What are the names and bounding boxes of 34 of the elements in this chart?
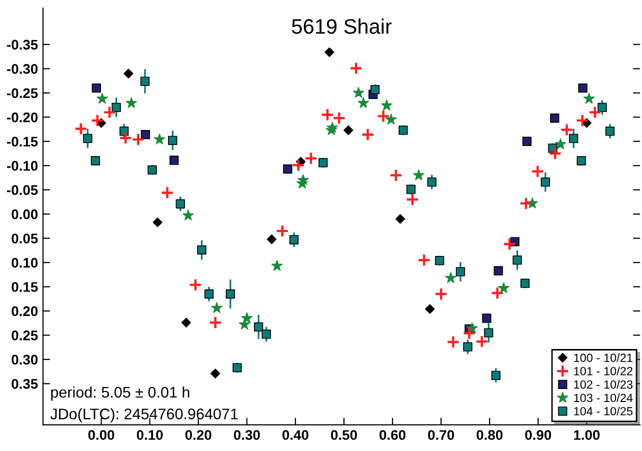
y-tick-label: 0.15 [12, 282, 38, 292]
y-tick-label: 0.30 [12, 354, 38, 365]
y-tick-label: -0.25 [7, 88, 38, 98]
annotation: period: 5.05 ± 0.01 h [51, 386, 190, 401]
y-tick-label: 0.35 [12, 378, 38, 389]
x-tick-label: 0.40 [282, 430, 308, 440]
chart-title: 5619 Shair [292, 18, 392, 34]
legend-label: 104 - 10/25 [574, 406, 632, 416]
x-tick-label: 0.60 [380, 430, 406, 440]
y-tick-label: -0.15 [7, 136, 38, 147]
y-tick-label: 0.25 [12, 330, 38, 340]
x-tick-label: 0.10 [136, 430, 163, 440]
y-tick-label: -0.20 [7, 112, 38, 122]
y-tick-label: 0.05 [12, 234, 38, 244]
y-tick-label: -0.10 [7, 160, 38, 171]
y-tick-label: -0.30 [7, 64, 38, 74]
y-tick-label: -0.35 [7, 40, 38, 50]
y-tick-label: 0.00 [12, 209, 38, 220]
x-tick-label: 0.80 [476, 430, 503, 440]
legend-label: 103 - 10/24 [574, 393, 633, 402]
x-tick-label: 0.30 [234, 430, 260, 440]
y-tick-label: 0.20 [12, 306, 38, 316]
legend-label: 101 - 10/22 [574, 366, 632, 376]
x-tick-label: 0.90 [525, 430, 552, 440]
x-tick-label: 0.50 [331, 430, 357, 440]
y-tick-label: 0.10 [12, 258, 38, 268]
legend-label: 102 - 10/23 [574, 380, 632, 389]
annotation: JDo(LTC): 2454760.964071 [50, 408, 238, 422]
x-tick-label: 0.20 [185, 430, 212, 440]
x-tick-label: 0.70 [428, 430, 454, 440]
y-tick-label: -0.05 [7, 185, 38, 195]
x-tick-label: 0.00 [88, 430, 114, 440]
legend-label: 100 - 10/21 [574, 353, 632, 362]
x-tick-label: 1.00 [574, 430, 600, 440]
